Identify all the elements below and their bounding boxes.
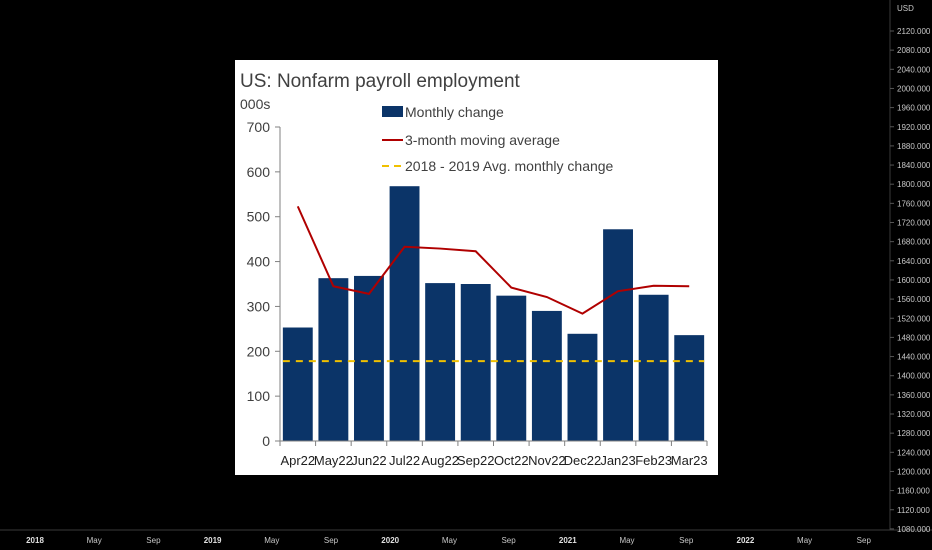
price-axis-label: 1160.000 xyxy=(897,487,930,496)
time-axis-label: Sep xyxy=(679,536,694,545)
time-axis-label: Sep xyxy=(146,536,161,545)
bar-monthly-change xyxy=(674,335,705,441)
price-axis-label: 2000.000 xyxy=(897,84,931,93)
x-tick-label: Apr22 xyxy=(280,453,315,468)
x-tick-label: Sep22 xyxy=(457,453,495,468)
time-axis-label: May xyxy=(619,536,634,545)
chart-legend: Monthly change 3-month moving average 20… xyxy=(382,104,614,174)
x-tick-label: Oct22 xyxy=(494,453,529,468)
y-tick-label: 300 xyxy=(247,298,271,314)
price-axis-label: 1600.000 xyxy=(897,276,931,285)
currency-label: USD xyxy=(897,4,914,13)
price-axis-label: 1080.000 xyxy=(897,525,931,534)
price-axis-label: 1280.000 xyxy=(897,429,931,438)
time-axis-label: Sep xyxy=(324,536,339,545)
y-axis-unit-label: 000s xyxy=(240,96,270,112)
legend-swatch-monthly-change xyxy=(382,106,403,117)
price-axis-label: 1760.000 xyxy=(897,199,931,208)
time-axis-label: May xyxy=(442,536,457,545)
price-axis-label: 1560.000 xyxy=(897,295,931,304)
price-axis-label: 2080.000 xyxy=(897,46,931,55)
image-overlay: US: Nonfarm payroll employment 000s Mont… xyxy=(235,60,718,475)
moving-average-line xyxy=(296,205,690,315)
price-axis-label: 1440.000 xyxy=(897,353,931,362)
y-tick-label: 600 xyxy=(247,164,271,180)
price-axis-label: 1920.000 xyxy=(897,123,931,132)
time-axis-label: 2019 xyxy=(204,536,222,545)
price-axis-label: 1360.000 xyxy=(897,391,931,400)
price-axis-label: 1960.000 xyxy=(897,104,931,113)
bar-monthly-change xyxy=(354,275,384,441)
y-tick-label: 500 xyxy=(247,209,271,225)
bar-monthly-change xyxy=(567,333,598,441)
legend-label-moving-average: 3-month moving average xyxy=(405,132,560,148)
time-axis-label: 2022 xyxy=(737,536,755,545)
bar-monthly-change xyxy=(282,327,313,441)
time-axis-label: 2021 xyxy=(559,536,577,545)
x-tick-label: Jun22 xyxy=(351,453,386,468)
legend-label-monthly-change: Monthly change xyxy=(405,104,504,120)
price-axis-label: 1840.000 xyxy=(897,161,931,170)
price-axis-label: 1520.000 xyxy=(897,314,931,323)
time-axis-label: May xyxy=(797,536,812,545)
price-axis-label: 1320.000 xyxy=(897,410,931,419)
time-axis-label: May xyxy=(264,536,279,545)
time-axis-label: Sep xyxy=(501,536,516,545)
y-tick-label: 0 xyxy=(262,433,270,449)
bar-monthly-change xyxy=(603,229,633,441)
bar-monthly-change xyxy=(318,278,349,441)
y-tick-label: 400 xyxy=(247,254,271,270)
legend-label-baseline: 2018 - 2019 Avg. monthly change xyxy=(405,158,614,174)
price-axis-label: 1120.000 xyxy=(897,506,930,515)
x-tick-label: Nov22 xyxy=(528,453,566,468)
x-tick-label: Mar23 xyxy=(671,453,708,468)
price-axis-label: 1720.000 xyxy=(897,219,931,228)
price-axis-label: 1680.000 xyxy=(897,238,931,247)
price-axis-label: 1800.000 xyxy=(897,180,931,189)
y-tick-label: 700 xyxy=(247,119,271,135)
price-axis[interactable]: 2120.000 2080.000 2040.000 2000.000 1960.000… xyxy=(890,27,931,534)
time-axis[interactable]: 2018 May Sep 2019 May Sep 2020 May Sep 2021 May Sep… xyxy=(26,536,871,545)
bar-monthly-change xyxy=(389,186,420,441)
chart-title: US: Nonfarm payroll employment xyxy=(240,71,521,92)
price-axis-label: 1640.000 xyxy=(897,257,931,266)
time-axis-label: 2018 xyxy=(26,536,44,545)
y-tick-label: 200 xyxy=(247,343,271,359)
x-tick-label: Jul22 xyxy=(389,453,420,468)
x-tick-label: Feb23 xyxy=(635,453,672,468)
x-tick-label: Jan23 xyxy=(600,453,635,468)
bar-monthly-change xyxy=(496,295,527,441)
bar-monthly-change xyxy=(460,284,491,441)
y-tick-label: 100 xyxy=(247,388,271,404)
price-axis-label: 1400.000 xyxy=(897,372,931,381)
x-tick-label: Dec22 xyxy=(564,453,602,468)
bar-monthly-change xyxy=(638,294,669,441)
price-axis-label: 1200.000 xyxy=(897,467,931,476)
price-axis-label: 2120.000 xyxy=(897,27,931,36)
bar-monthly-change xyxy=(531,310,562,441)
time-axis-label: 2020 xyxy=(381,536,399,545)
x-tick-label: May22 xyxy=(314,453,353,468)
x-tick-label: Aug22 xyxy=(421,453,459,468)
time-axis-label: Sep xyxy=(857,536,872,545)
price-axis-label: 1480.000 xyxy=(897,333,931,342)
time-axis-label: May xyxy=(87,536,102,545)
price-axis-label: 1240.000 xyxy=(897,448,931,457)
price-axis-label: 1880.000 xyxy=(897,142,931,151)
price-axis-label: 2040.000 xyxy=(897,65,931,74)
